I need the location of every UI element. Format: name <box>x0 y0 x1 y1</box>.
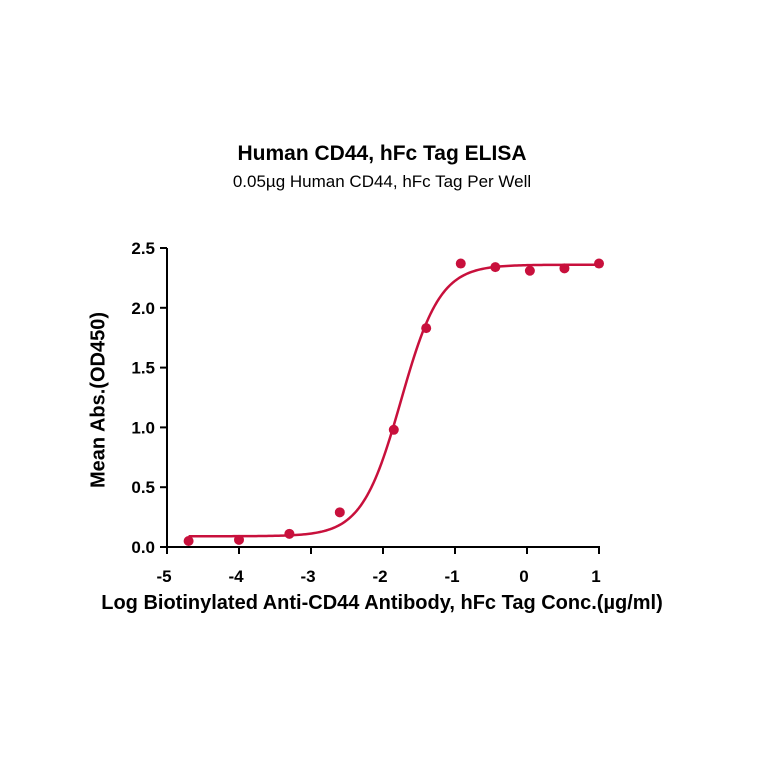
x-tick-label: -4 <box>228 567 244 586</box>
data-point <box>183 536 194 547</box>
data-point <box>455 258 466 269</box>
data-point <box>559 263 570 274</box>
chart-title: Human CD44, hFc Tag ELISA <box>237 142 527 165</box>
data-point <box>388 424 399 435</box>
y-tick-label: 0.0 <box>131 538 155 557</box>
fit-curve <box>188 263 600 538</box>
y-tick-label: 2.0 <box>131 299 155 318</box>
data-points <box>183 258 604 547</box>
x-tick-label: -2 <box>372 567 387 586</box>
x-tick-label: -1 <box>444 567 459 586</box>
data-point <box>490 262 501 273</box>
axes: -5 -4 -3 -2 -1 0 1 0.0 0.5 1.0 1.5 2.0 2.5 <box>131 239 600 586</box>
y-tick-label: 1.0 <box>131 418 155 437</box>
data-point <box>284 528 295 539</box>
data-point <box>234 534 244 545</box>
x-tick-label: 1 <box>591 567 600 586</box>
data-point <box>334 507 345 518</box>
fit-curve-group <box>188 263 600 538</box>
data-point <box>421 323 432 334</box>
x-tick-label: -5 <box>156 567 171 586</box>
y-tick-label: 1.5 <box>131 359 155 378</box>
data-point <box>524 265 535 276</box>
x-tick-label: 0 <box>519 567 528 586</box>
y-tick-label: 2.5 <box>131 239 155 258</box>
data-point <box>594 258 604 269</box>
chart-subtitle: 0.05µg Human CD44, hFc Tag Per Well <box>232 172 532 191</box>
x-tick-label: -3 <box>300 567 315 586</box>
x-axis-label: Log Biotinylated Anti-CD44 Antibody, hFc… <box>101 592 663 614</box>
y-tick-label: 0.5 <box>131 478 155 497</box>
